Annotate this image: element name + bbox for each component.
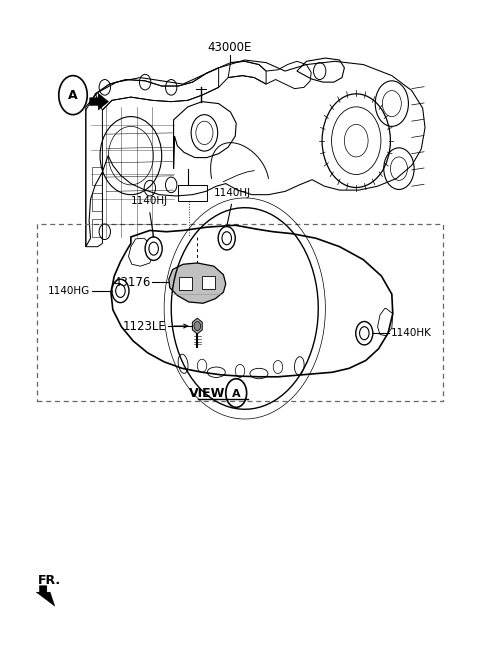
- Text: A: A: [68, 89, 78, 102]
- Text: 1123LE: 1123LE: [123, 319, 167, 333]
- Text: 43000E: 43000E: [207, 41, 252, 54]
- Text: 1140HJ: 1140HJ: [214, 188, 251, 198]
- Text: 1140HG: 1140HG: [48, 286, 90, 296]
- Circle shape: [356, 321, 373, 345]
- Bar: [92, 167, 102, 185]
- Bar: [92, 218, 102, 237]
- Polygon shape: [169, 263, 226, 303]
- Text: A: A: [232, 389, 240, 399]
- Text: 43176: 43176: [113, 276, 151, 289]
- Polygon shape: [202, 276, 216, 289]
- Bar: [179, 185, 207, 201]
- Circle shape: [145, 237, 162, 260]
- Text: 1140HJ: 1140HJ: [131, 196, 168, 207]
- Polygon shape: [179, 277, 192, 290]
- Polygon shape: [192, 318, 202, 334]
- Polygon shape: [90, 93, 108, 110]
- Text: FR.: FR.: [38, 574, 61, 587]
- Polygon shape: [36, 586, 55, 606]
- Bar: [92, 193, 102, 211]
- Bar: [37, 224, 443, 401]
- Circle shape: [218, 226, 235, 250]
- Circle shape: [112, 279, 129, 302]
- Circle shape: [194, 321, 201, 331]
- Text: 1140HK: 1140HK: [391, 328, 432, 338]
- Text: VIEW: VIEW: [189, 386, 225, 400]
